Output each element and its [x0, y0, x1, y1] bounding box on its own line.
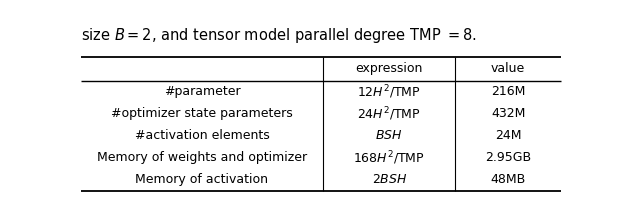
- Text: $168H^2$/TMP: $168H^2$/TMP: [353, 149, 425, 167]
- Text: expression: expression: [356, 62, 423, 75]
- Text: $2BSH$: $2BSH$: [371, 173, 407, 186]
- Text: 48MB: 48MB: [491, 173, 526, 186]
- Text: value: value: [491, 62, 525, 75]
- Text: $24H^2$/TMP: $24H^2$/TMP: [357, 105, 421, 123]
- Text: #parameter: #parameter: [163, 85, 240, 99]
- Text: 2.95GB: 2.95GB: [485, 151, 531, 164]
- Text: Memory of weights and optimizer: Memory of weights and optimizer: [97, 151, 307, 164]
- Text: 216M: 216M: [491, 85, 525, 99]
- Text: size $B = 2$, and tensor model parallel degree TMP $= 8$.: size $B = 2$, and tensor model parallel …: [81, 26, 476, 45]
- Text: 432M: 432M: [491, 107, 525, 120]
- Text: Memory of activation: Memory of activation: [135, 173, 269, 186]
- Text: #activation elements: #activation elements: [135, 129, 269, 142]
- Text: #optimizer state parameters: #optimizer state parameters: [111, 107, 293, 120]
- Text: $BSH$: $BSH$: [376, 129, 403, 142]
- Text: 24M: 24M: [495, 129, 521, 142]
- Text: $12H^2$/TMP: $12H^2$/TMP: [357, 83, 421, 101]
